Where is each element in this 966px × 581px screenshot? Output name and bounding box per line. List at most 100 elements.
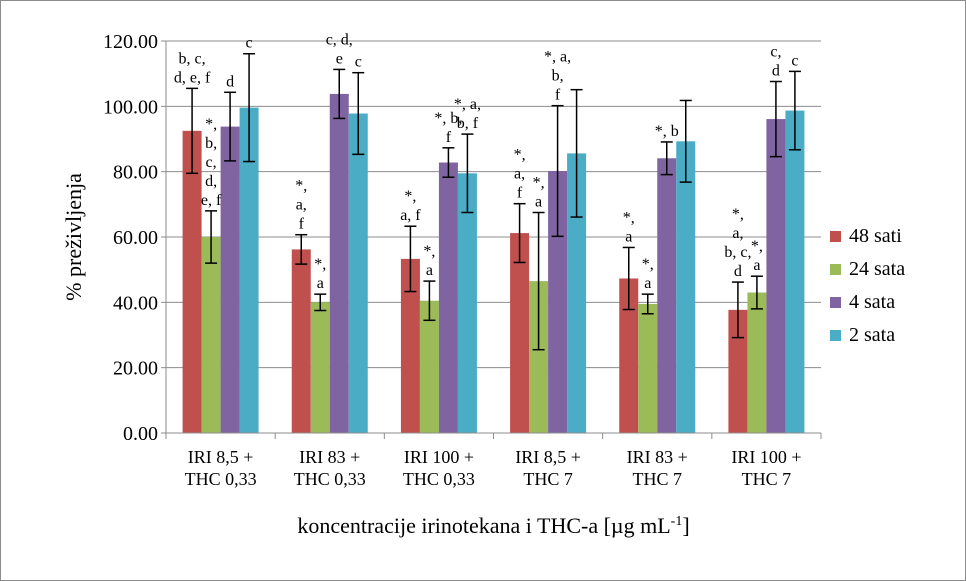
annotation-label: c, (770, 44, 781, 61)
bar (619, 278, 639, 433)
annotation-label: e, f (201, 192, 222, 209)
bar (419, 300, 439, 433)
bar (657, 158, 677, 434)
x-tick-label: THC 7 (742, 469, 792, 489)
x-tick-label: THC 7 (633, 469, 683, 489)
annotation-label: a (535, 194, 542, 211)
bar (785, 110, 805, 433)
annotation-label: c, (206, 154, 217, 171)
x-tick-label: IRI 100 + (731, 447, 801, 467)
legend-swatch (830, 231, 841, 242)
x-tick-label: THC 0,33 (294, 469, 366, 489)
annotation-label: *, a, (454, 96, 481, 113)
annotation-label: a (753, 257, 760, 274)
annotation-label: c (791, 52, 798, 69)
legend-label: 2 sata (849, 324, 895, 346)
annotation-label: *, (533, 175, 545, 192)
y-tick-label: 120.00 (103, 31, 158, 53)
annotation-label: f (446, 129, 452, 146)
y-tick-label: 40.00 (113, 292, 158, 314)
annotation-label: f (299, 216, 305, 233)
annotation-label: a (317, 275, 324, 292)
annotation-label: *, (514, 147, 526, 164)
annotation-label: c (355, 54, 362, 71)
annotation-label: c (246, 35, 253, 52)
bar (567, 153, 587, 433)
annotation-label: *, (295, 178, 307, 195)
annotation-label: d, (205, 173, 217, 190)
x-tick-label: THC 7 (523, 469, 573, 489)
annotation-label: d (734, 263, 742, 280)
y-axis-label: % preživljenja (61, 173, 86, 301)
y-tick-label: 100.00 (103, 96, 158, 118)
bar (291, 249, 311, 433)
bars (182, 93, 805, 434)
annotation-label: b, c, (724, 244, 751, 261)
bar (728, 309, 748, 433)
bar (348, 113, 368, 434)
error-bars (186, 52, 801, 351)
x-tick-label: IRI 83 + (299, 447, 360, 467)
significance-annotations: b, c,d, e, f*,b,c,d,e, fdc*,a,f*,ac, d,e… (174, 31, 799, 292)
bar (310, 302, 330, 433)
annotation-label: b, (552, 68, 564, 85)
gridlines (166, 40, 821, 369)
legend-label: 48 sati (849, 225, 902, 247)
x-tick-label: THC 0,33 (403, 469, 475, 489)
bar (510, 233, 530, 433)
annotation-label: *, (642, 256, 654, 273)
annotation-label: f (517, 185, 523, 202)
bar (201, 237, 221, 433)
bar (220, 126, 240, 433)
annotation-label: *, (314, 256, 326, 273)
y-tick-label: 60.00 (113, 227, 158, 249)
annotation-label: b, c, (179, 50, 206, 67)
legend: 48 sati 24 sata 4 sata 2 sata (830, 225, 905, 346)
y-tick-label: 0.00 (123, 423, 158, 445)
annotation-label: b, f (457, 115, 479, 132)
annotation-label: a, f (400, 207, 421, 224)
legend-swatch (830, 264, 841, 275)
annotation-label: a (625, 228, 632, 245)
bar (438, 162, 458, 433)
x-tick-label: IRI 8,5 + (188, 447, 254, 467)
x-tick-label: THC 0,33 (185, 469, 257, 489)
annotation-label: a, (514, 166, 525, 183)
annotation-label: e (336, 50, 343, 67)
annotation-label: f (555, 87, 561, 104)
annotation-label: a (426, 262, 433, 279)
bar (182, 130, 202, 434)
bar (329, 93, 349, 434)
bar (766, 119, 786, 433)
bar (457, 173, 477, 434)
bar (676, 141, 696, 433)
x-tick-label: IRI 8,5 + (515, 447, 581, 467)
bar (747, 292, 767, 433)
legend-label: 4 sata (849, 291, 895, 313)
axes: 0.00 20.00 40.00 60.00 80.00 100.00 120.00 IRI … (61, 31, 822, 538)
annotation-label: *, b, (434, 110, 462, 127)
legend-swatch (830, 297, 841, 308)
annotation-label: a, (296, 197, 307, 214)
x-tick-label: IRI 83 + (627, 447, 688, 467)
annotation-label: *, a, (544, 49, 571, 66)
annotation-label: d (772, 63, 780, 80)
bar (239, 107, 259, 433)
bar (529, 281, 549, 433)
x-axis-label: koncentracije irinotekana i THC-a [µg mL… (297, 513, 689, 538)
annotation-label: a (644, 275, 651, 292)
annotation-label: *, (423, 243, 435, 260)
annotation-label: *, b (655, 123, 679, 140)
x-tick-label: IRI 100 + (404, 447, 474, 467)
legend-swatch (830, 330, 841, 341)
annotation-label: *, (404, 188, 416, 205)
annotation-label: *, (205, 116, 217, 133)
legend-label: 24 sata (849, 258, 905, 280)
annotation-label: d (226, 73, 234, 90)
annotation-label: *, (732, 206, 744, 223)
annotation-label: d, e, f (174, 69, 211, 86)
annotation-label: a, (732, 225, 743, 242)
bar (400, 258, 420, 433)
